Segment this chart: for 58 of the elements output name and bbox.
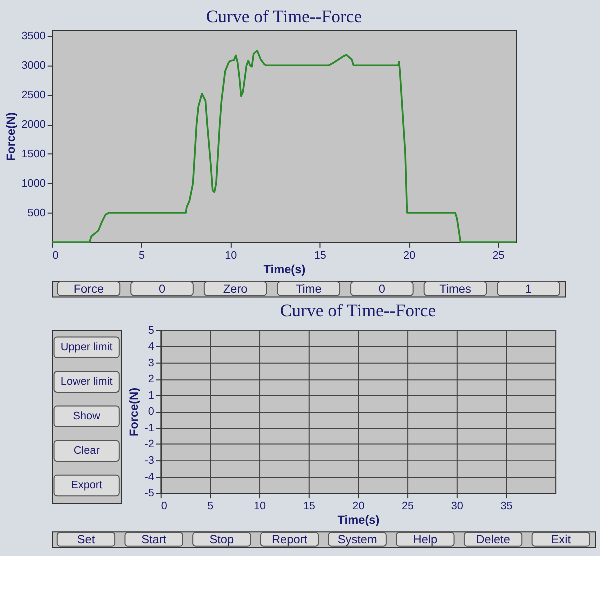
y-tick-label: 1 [148,390,154,402]
y-tick-label: -5 [144,488,154,500]
text: Zero [223,282,248,296]
x-tick-label: 0 [161,500,168,512]
x-tick-label: 10 [225,250,238,262]
x-tick-label: 15 [314,250,326,262]
line-series [51,50,518,244]
text: Delete [476,532,511,546]
text: 0 [378,282,386,296]
text: Times [440,282,472,296]
y-tick-label: 5 [148,324,154,337]
x-tick-label: 20 [352,500,365,512]
y-tick-label: 0 [148,406,154,418]
y-tick-label: 3500 [22,30,46,43]
text: Clear [74,445,100,458]
text: Help [413,532,438,546]
y-tick-label: -2 [144,438,154,451]
x-tick-label: 5 [208,500,214,512]
y-tick-label: 2 [148,374,154,386]
x-tick-label: 35 [500,500,513,512]
text: Export [71,480,103,492]
y-axis-title: Force(N) [4,112,18,162]
x-tick-label: 20 [404,250,416,262]
x-axis-title: Time(s) [264,262,306,277]
chart-title: Curve of Time--Force [206,6,362,26]
y-tick-label: -3 [144,455,154,468]
text: 0 [158,282,166,296]
x-tick-label: 25 [402,500,414,512]
text: 1 [526,282,532,296]
y-tick-label: 2500 [22,90,46,102]
x-tick-label: 0 [52,250,59,262]
chart-title: Curve of Time--Force [280,300,436,320]
y-tick-label: 4 [148,341,154,354]
y-tick-label: -1 [144,422,154,434]
text: Force [74,282,104,296]
y-tick-label: 3000 [22,60,46,72]
y-tick-label: 3 [148,357,154,370]
y-tick-label: 1000 [22,178,46,190]
x-tick-label: 15 [303,500,316,512]
x-tick-label: 30 [451,500,464,512]
x-tick-label: 10 [254,500,266,512]
text: Stop [210,532,234,546]
y-tick-label: -4 [144,471,154,484]
x-axis-title: Time(s) [338,513,380,528]
text: Set [77,532,96,546]
text: Lower limit [60,376,113,388]
text: Time [296,282,322,296]
x-tick-label: 25 [492,250,505,262]
y-tick-label: 2000 [22,119,46,132]
text: Report [272,532,308,546]
text: Show [73,410,101,423]
y-tick-label: 500 [28,207,46,220]
text: Start [142,532,168,546]
y-axis-title: Force(N) [126,388,141,437]
text: System [338,532,378,546]
text: Upper limit [60,342,113,354]
y-tick-label: 1500 [22,148,46,161]
text: Exit [551,532,572,546]
